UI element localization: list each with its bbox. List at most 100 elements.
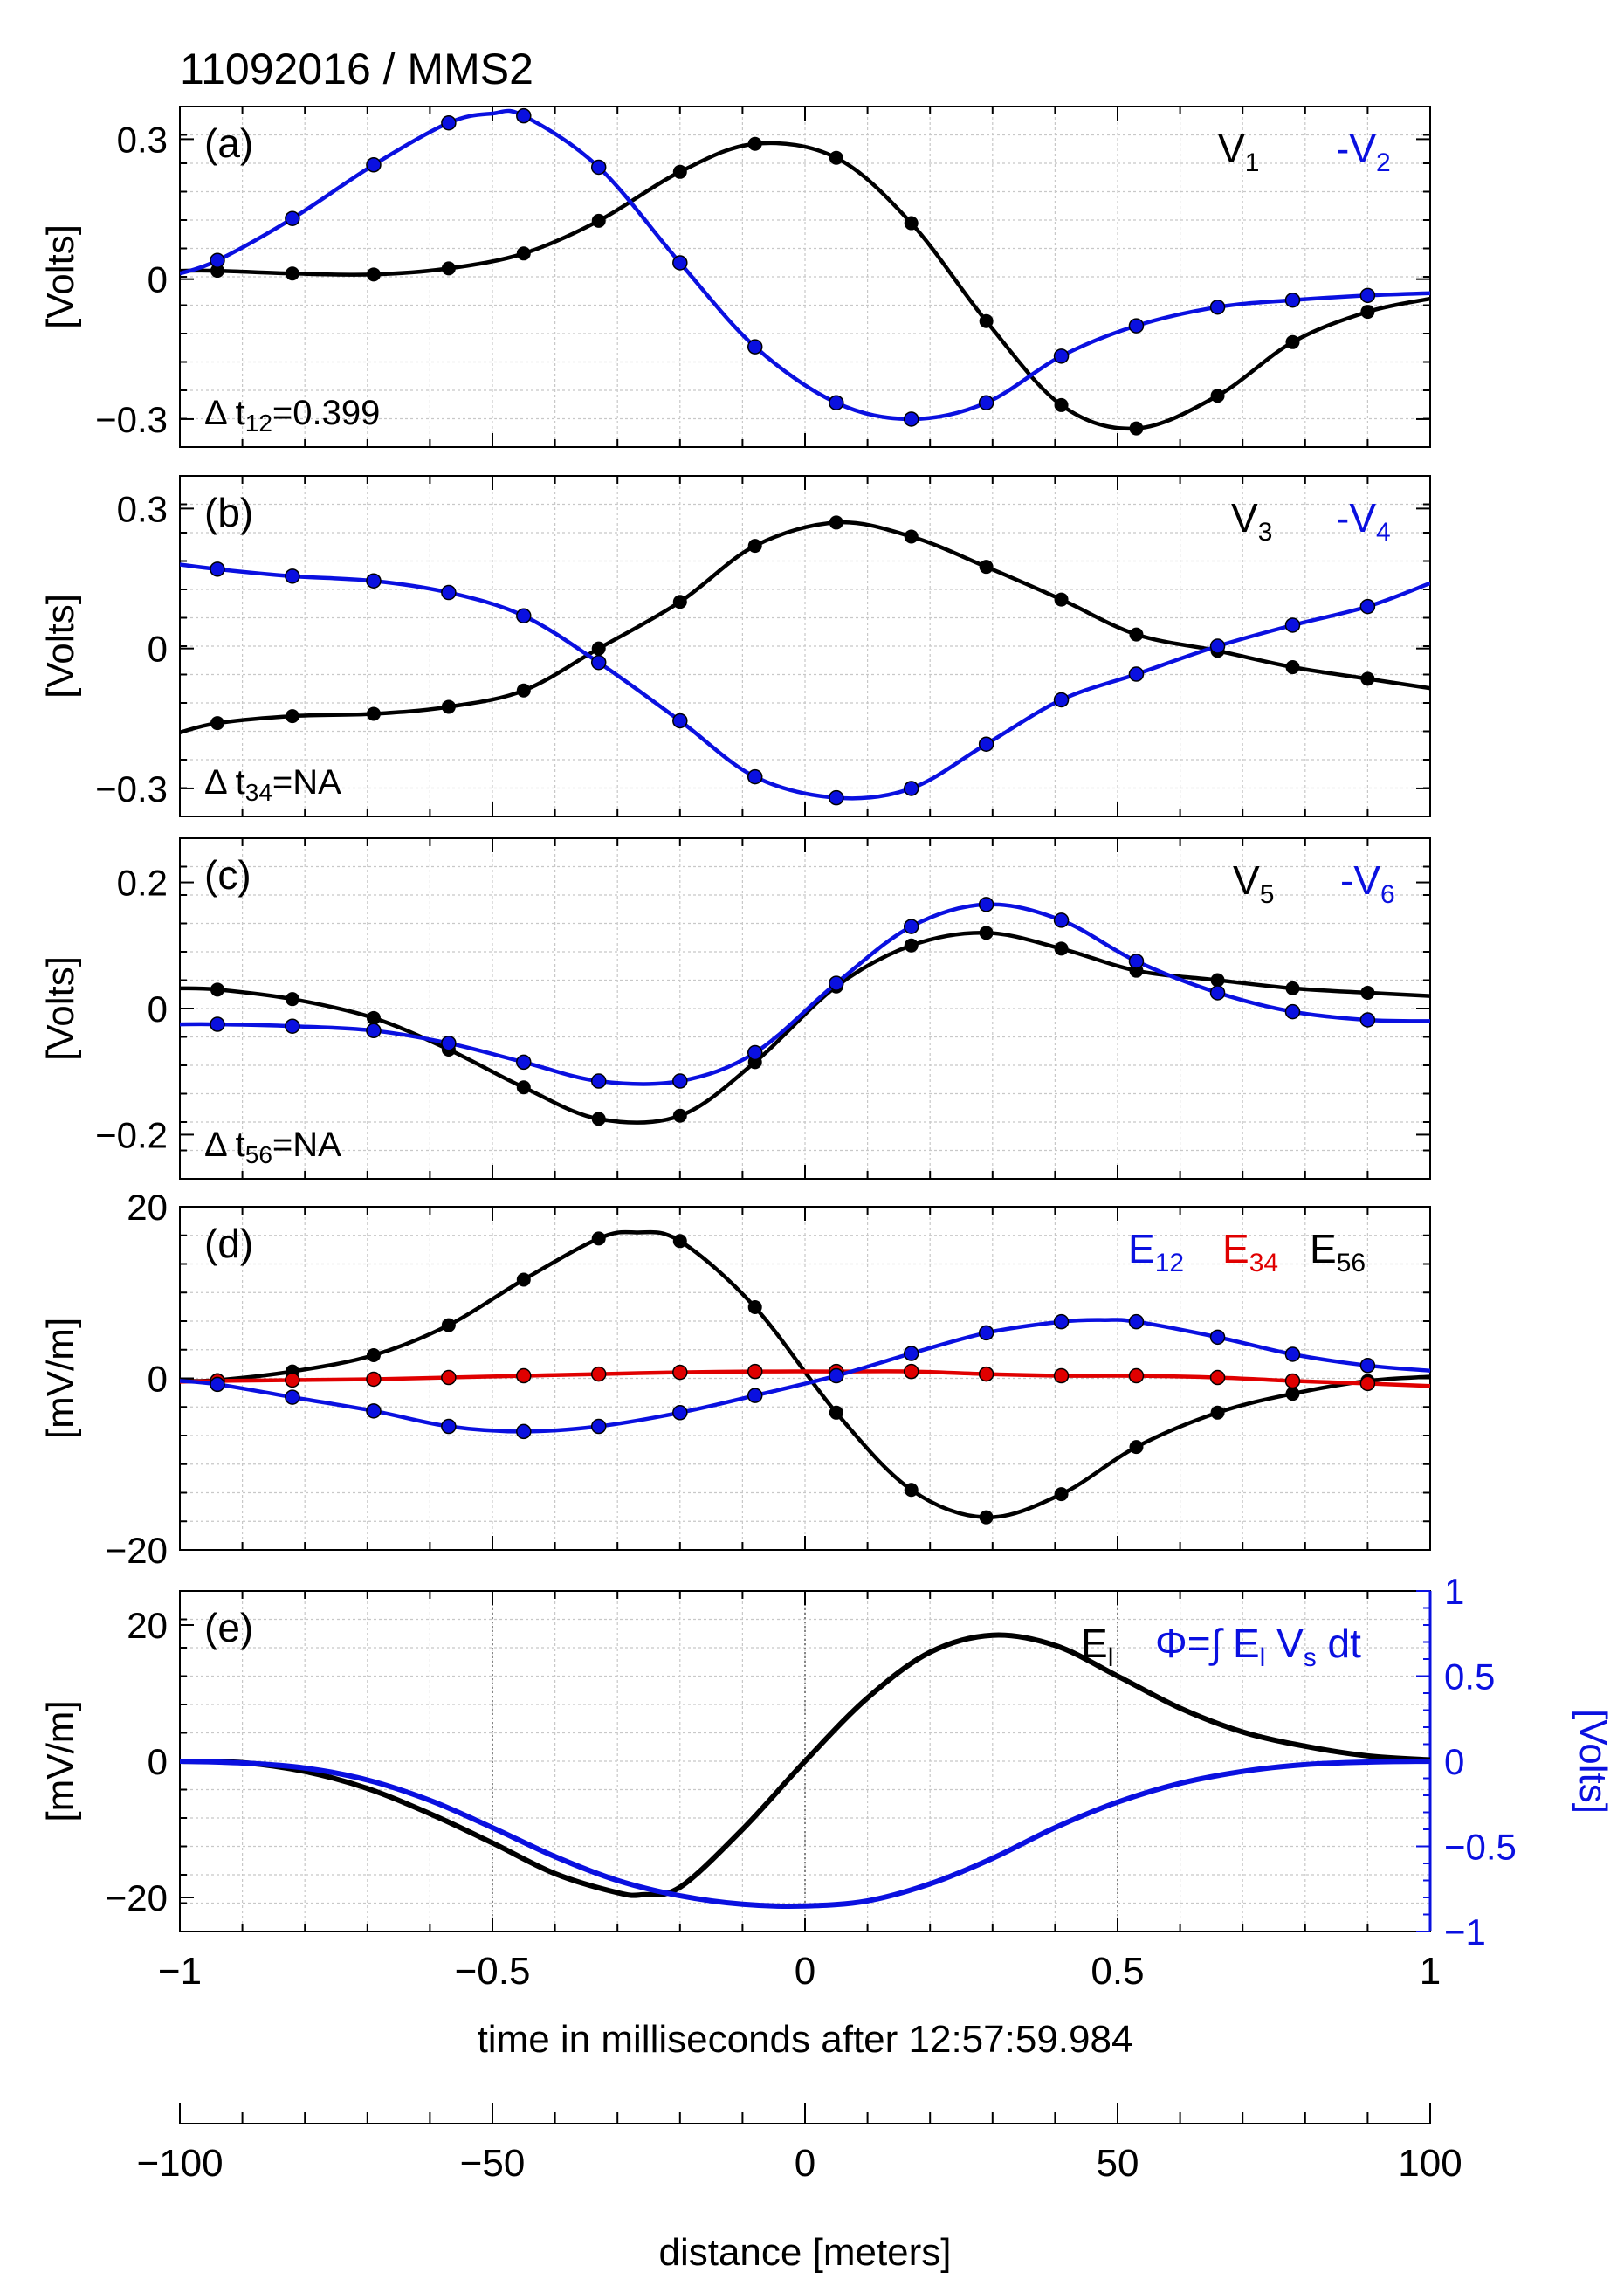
x-ticks [179,1207,1431,1550]
marker--V2 [441,114,457,131]
marker-E56 [829,1405,843,1420]
distance-tick-label: −50 [460,2142,526,2185]
marker--V4 [978,736,994,752]
marker-E34 [1128,1367,1145,1384]
series-group [180,1632,1430,1910]
marker-E34 [747,1363,763,1380]
marker--V4 [210,561,225,577]
marker-E12 [1209,1329,1226,1346]
y-tick-label: 20 [127,1605,168,1646]
y-tick-label: −0.3 [95,399,168,440]
marker--V6 [516,1054,532,1071]
marker--V4 [516,608,532,624]
marker-E12 [516,1423,532,1440]
panel-letter: (d) [204,1221,253,1266]
panel-letter: (b) [204,490,253,535]
marker-V5 [1054,941,1069,956]
legend-El: Φ=∫ El Vs dt [1155,1621,1361,1672]
marker-V1 [1210,389,1225,403]
marker-E34 [1359,1375,1376,1392]
marker-E34 [366,1371,382,1388]
legend-E56: E56 [1310,1226,1366,1277]
marker-V5 [1360,985,1375,1000]
marker-V1 [441,261,456,276]
marker-V5 [1285,981,1300,995]
marker--V4 [747,768,763,785]
panel-letter: (c) [204,852,251,898]
marker-E12 [210,1376,225,1393]
legend-V2: -V2 [1336,126,1391,177]
marker-E34 [1209,1369,1226,1386]
panel-letter: (e) [204,1605,253,1650]
marker-E12 [590,1418,607,1435]
marker--V2 [1209,299,1226,315]
marker-V1 [1054,397,1069,412]
y-tick-label: 0 [148,259,168,300]
series-line-Phi [180,1759,1430,1910]
series-line-El [180,1632,1430,1898]
panel-c: 0.2 0 −0.2 [Volts] (c) Δ t56=NA V5 -V6 [39,837,1431,1180]
y-ticks [180,865,1430,1152]
distance-axis-label: distance [meters] [658,2231,951,2274]
marker--V2 [590,159,607,176]
marker-E34 [672,1364,688,1381]
marker--V2 [829,395,844,410]
y-axis-label: [mV/m] [39,1318,82,1439]
marker--V4 [903,781,919,796]
marker-V1 [516,246,531,261]
marker-V1 [747,136,762,151]
marker--V4 [1209,638,1226,654]
marker-E56 [366,1347,381,1362]
marker--V4 [1053,692,1070,708]
marker-E12 [366,1403,382,1419]
marker-E12 [747,1388,763,1403]
marker--V4 [1359,598,1376,615]
legend-V5: V5 [1233,857,1274,909]
distance-tick-label: 100 [1398,2142,1462,2185]
marker--V6 [1209,985,1226,1001]
y-ticks [180,134,1430,420]
marker-V5 [516,1080,531,1095]
marker-E34 [978,1366,994,1382]
marker-V3 [1360,671,1375,686]
y-tick-label: 0 [148,1359,168,1400]
marker-E56 [747,1299,762,1314]
marker-V5 [979,926,994,940]
marker-E56 [1054,1487,1069,1502]
y-tick-label: 0 [148,629,168,670]
legend-V3: V3 [1231,495,1272,547]
marker-V1 [904,216,919,231]
time-tick-label: 0.5 [1091,1950,1144,1993]
figure-title: 11092016 / MMS2 [180,45,533,93]
series-line-V3 [180,520,1430,734]
y-axis-label: [Volts] [39,224,82,329]
marker-V1 [672,164,687,179]
marker--V6 [590,1073,607,1089]
time-tick-label: 0 [795,1950,815,1993]
marker-V3 [591,641,606,656]
marker-E12 [1284,1346,1301,1362]
marker--V4 [590,654,607,671]
marker-V3 [829,515,843,530]
marker--V4 [829,789,844,806]
y-tick-label: 0.3 [117,488,168,529]
marker-V3 [210,716,224,731]
marker-V5 [1210,973,1225,988]
grid [179,1207,1431,1550]
marker--V6 [829,975,844,991]
marker-V1 [1285,334,1300,349]
marker-V3 [366,706,381,721]
marker--V2 [285,210,300,226]
marker--V4 [285,568,300,584]
marker-V5 [904,938,919,953]
marker--V6 [1128,954,1145,969]
marker-E34 [903,1363,919,1380]
marker-E56 [1285,1387,1300,1401]
y-tick-label: −0.2 [95,1114,168,1155]
marker-V3 [1054,592,1069,607]
marker--V6 [978,897,994,912]
y-tick-label: 0 [148,1741,168,1782]
y-tick-label: −20 [106,1530,168,1571]
marker--V2 [1359,287,1376,304]
time-axis-label: time in milliseconds after 12:57:59.984 [478,2018,1133,2061]
